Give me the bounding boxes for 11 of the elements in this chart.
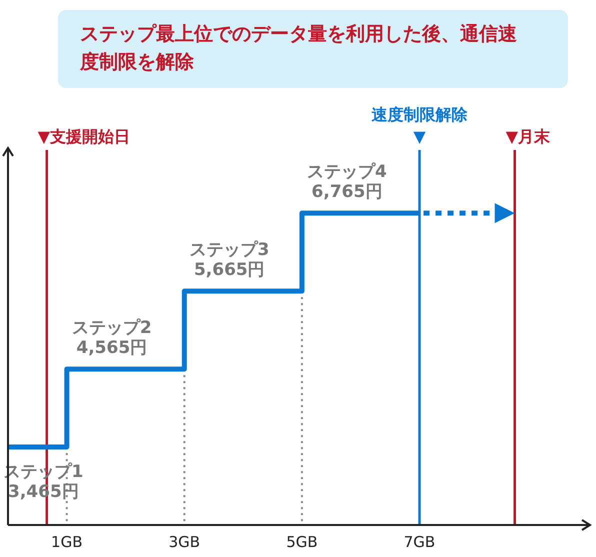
ref-line-label: ▼支援開始日: [38, 127, 130, 146]
ref-line-label: ▼月末: [506, 127, 552, 146]
data-label: ステップ3 5,665円: [189, 240, 270, 280]
ref-line-label: 速度制限解除 ▼: [372, 105, 469, 146]
chart-title: ステップ最上位でのデータ量を利用した後、通信速度制限を解除: [79, 23, 517, 73]
x-tick-label: 7GB: [404, 533, 436, 551]
x-tick-label: 5GB: [286, 533, 318, 551]
x-tick-label: 1GB: [51, 533, 83, 551]
data-label: ステップ2 4,565円: [72, 318, 152, 358]
x-tick-label: 3GB: [168, 533, 200, 551]
data-label: ステップ4 6,765円: [307, 162, 388, 202]
